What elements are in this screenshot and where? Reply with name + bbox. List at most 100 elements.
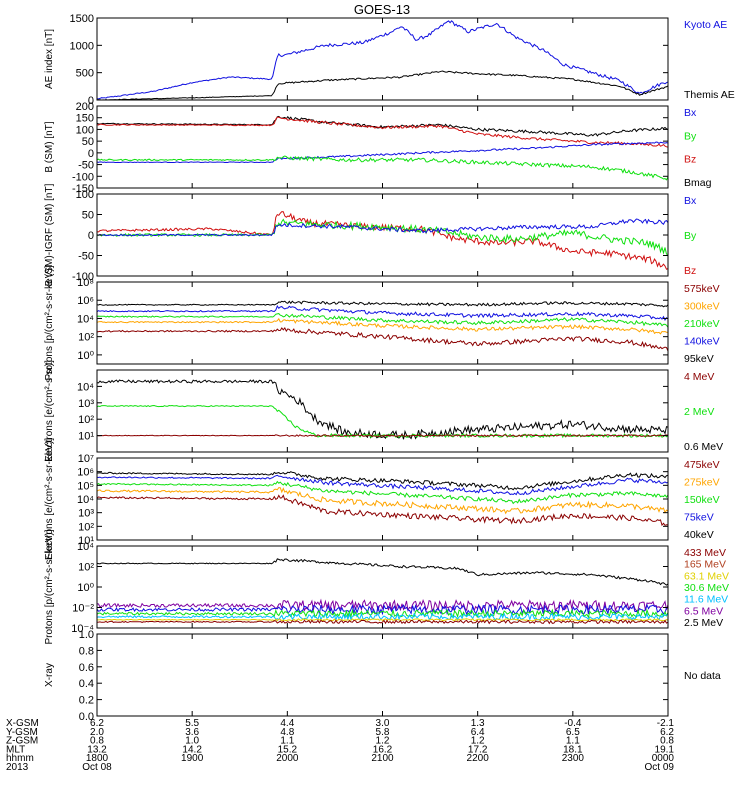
orbit-row-label: MLT [6,744,25,755]
y-tick-label: -100 [72,171,94,183]
orbit-value: 17.2 [468,744,488,755]
orbit-value: 6.2 [90,718,104,729]
y-tick-label: 500 [76,68,94,80]
y-tick-label: 10⁰ [77,350,94,362]
orbit-value: 1800 [86,753,109,764]
series-40kev [97,471,668,491]
panel-bdiff: -100 -50 0 50 100 B (SM)-IGRF (SM) [nT] Bx By Bz [44,183,697,286]
series-bz [97,211,668,270]
orbit-row-label: hhmm [6,753,34,764]
legend-label: 75keV [684,512,714,524]
y-tick-label: -50 [78,160,94,172]
legend-label: Bz [684,154,696,166]
y-tick-label: 10⁵ [77,480,94,492]
series-by [97,155,668,181]
y-axis-label: AE index [nT] [44,29,55,89]
y-tick-label: 10⁰ [77,582,94,594]
y-tick-label: 150 [76,113,94,125]
legend-label: 165 MeV [684,559,726,571]
legend-label: 40keV [684,529,714,541]
series-575kev [97,326,668,352]
orbit-value: 0.8 [660,736,674,747]
y-axis-label: B (SM)-IGRF (SM) [nT] [44,183,55,286]
legend-label: 6.5 MeV [684,605,723,617]
legend-label: By [684,230,697,242]
y-tick-label: 1000 [70,40,94,52]
y-tick-label: 100 [76,189,94,201]
series-275kev [97,487,668,515]
y-tick-label: 10⁶ [77,467,94,479]
orbit-year: 2013 [6,762,29,773]
legend-label: 475keV [684,459,720,471]
orbit-value: 2300 [562,753,585,764]
y-tick-label: 0.6 [79,662,94,674]
y-tick-label: 10⁷ [78,453,94,465]
y-tick-label: -100 [72,271,94,283]
y-tick-label: 10³ [78,398,94,410]
y-tick-label: 10⁴ [77,381,94,393]
series-kyoto-ae [97,20,668,100]
y-tick-label: 0.4 [79,678,94,690]
series-30.6-mev [97,608,668,619]
legend-label: 140keV [684,336,720,348]
y-tick-label: 50 [82,136,94,148]
orbit-value: 6.5 [566,727,580,738]
y-tick-label: -50 [78,251,94,263]
y-tick-label: 0.8 [79,645,94,657]
y-tick-label: 1500 [70,13,94,25]
y-tick-label: 10¹ [78,535,94,547]
legend-label: 300keV [684,301,720,313]
y-axis-label: Electrons [e/(cm²-s-sr-keV)] [44,438,55,560]
legend-label: Bx [684,195,697,207]
y-axis-label: Protons [p/(cm²-s-sr-keV)] [44,529,55,644]
legend-label: 275keV [684,477,720,489]
y-tick-label: 10² [78,332,94,344]
legend-label: 0.6 MeV [684,441,723,453]
y-axis-label: X-ray [44,663,55,687]
y-tick-label: 0 [88,148,94,160]
orbit-date: Oct 09 [645,762,675,773]
orbit-value: 4.8 [280,727,294,738]
orbit-value: 19.1 [655,744,675,755]
legend-label: 4 MeV [684,371,714,383]
legend-label: Bx [684,107,697,119]
panel-frame [96,17,669,101]
y-tick-label: 10³ [78,508,94,520]
orbit-value: 14.2 [182,744,202,755]
series-2-mev [97,404,668,439]
orbit-value: 6.2 [660,727,674,738]
series-0.6-mev [97,379,668,440]
orbit-value: 3.6 [185,727,199,738]
y-tick-label: 10⁸ [77,277,94,289]
orbit-value: 1.0 [185,736,199,747]
y-axis-label: B (SM) [nT] [44,121,55,172]
legend-label: 2.5 MeV [684,617,723,629]
orbit-value: 1.1 [280,736,294,747]
orbit-value: 18.1 [563,744,583,755]
panel-protons2: 10⁻⁴ 10⁻² 10⁰ 10² 10⁴ Protons [p/(cm²-s-sr-ke… [44,529,729,644]
y-tick-label: 10⁴ [77,541,94,553]
panel-xray: 0.0 0.2 0.4 0.6 0.8 1.0 X-ray No data [44,629,721,723]
orbit-value: 1.3 [471,718,485,729]
series-75kev [97,474,668,496]
panel-ae: 0 500 1000 1500 AE index [nT] Kyoto AE Themis … [44,13,735,107]
series-2.5-mev [97,558,668,586]
y-tick-label: 50 [82,210,94,222]
orbit-row-label: Z-GSM [6,736,38,747]
legend-label: 63.1 MeV [684,570,729,582]
panel-frame [96,105,669,189]
orbit-value: 5.8 [376,727,390,738]
orbit-value: 2200 [467,753,490,764]
orbit-value: 0.8 [90,736,104,747]
legend-label: 11.6 MeV [684,594,728,606]
legend-label: 210keV [684,318,720,330]
orbit-value: 0000 [652,753,675,764]
series-95kev [97,300,668,308]
y-tick-label: 0 [88,230,94,242]
orbit-value: 15.2 [278,744,298,755]
y-tick-label: 10² [78,562,94,574]
y-tick-label: 200 [76,101,94,113]
legend-label: 575keV [684,283,720,295]
y-tick-label: 10⁴ [77,494,94,506]
